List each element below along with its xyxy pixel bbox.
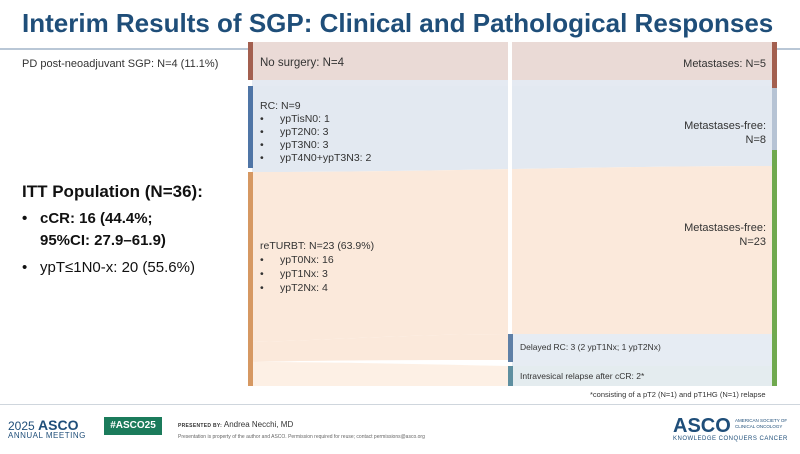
rc-item: • ypT3N0: 3 xyxy=(260,139,328,152)
itt-bullet-ypt-text: ypT≤1N0-x: 20 (55.6%) xyxy=(40,259,195,276)
node-metastases-free-rc-label: Metastases-free: xyxy=(684,120,766,132)
rc-item-text: ypT2N0: 3 xyxy=(280,126,329,138)
flow-rc-to-metastases-free xyxy=(252,86,776,172)
bullet-symbol: • xyxy=(260,254,264,266)
meeting-subtitle: ANNUAL MEETING xyxy=(8,431,86,440)
node-returbt-label: reTURBT: N=23 (63.9%) xyxy=(260,240,375,252)
flow-delayed-rc-to-metastases-free xyxy=(512,334,776,366)
column-separator xyxy=(508,42,512,386)
returbt-item: • ypT1Nx: 3 xyxy=(260,268,328,281)
returbt-item-text: ypT2Nx: 4 xyxy=(280,282,328,294)
node-metastases-label: Metastases: N=5 xyxy=(683,58,766,70)
bullet-symbol: • xyxy=(260,268,264,280)
asco-tagline: KNOWLEDGE CONQUERS CANCER xyxy=(673,436,788,442)
bar-rc xyxy=(248,86,253,168)
rc-item: • ypTisN0: 1 xyxy=(260,113,330,126)
bullet-symbol: • xyxy=(260,139,264,151)
asco-logo-side: AMERICAN SOCIETY OF CLINICAL ONCOLOGY xyxy=(735,418,787,430)
node-metastases-free-turbt-count: N=23 xyxy=(739,236,766,248)
itt-bullet-ccr-ci: 95%CI: 27.9–61.9) xyxy=(40,232,166,249)
node-delayed-rc-label: Delayed RC: 3 (2 ypT1Nx; 1 ypT2Nx) xyxy=(520,342,661,352)
bar-intravesical xyxy=(508,366,513,386)
meeting-asco: ASCO xyxy=(38,417,79,433)
bullet-symbol: • xyxy=(22,210,28,227)
meeting-year: 2025 xyxy=(8,419,35,433)
flow-no-surgery-to-metastases xyxy=(252,42,776,80)
rc-item: • ypT2N0: 3 xyxy=(260,126,328,139)
pd-label: PD post-neoadjuvant SGP: N=4 (11.1%) xyxy=(22,58,219,70)
footnote: *consisting of a pT2 (N=1) and pT1HG (N=… xyxy=(590,390,766,399)
returbt-item: • ypT0Nx: 16 xyxy=(260,254,334,267)
rc-item-text: ypTisN0: 1 xyxy=(280,113,330,125)
bar-metastases-free-turbt xyxy=(772,150,777,386)
page-title: Interim Results of SGP: Clinical and Pat… xyxy=(22,8,774,38)
rc-item-text: ypT4N0+ypT3N3: 2 xyxy=(280,152,372,164)
bar-returbt xyxy=(248,172,253,386)
hashtag-badge: #ASCO25 xyxy=(104,417,162,435)
returbt-item-text: ypT0Nx: 16 xyxy=(280,254,334,266)
bar-metastases-free-rc xyxy=(772,88,777,150)
itt-heading: ITT Population (N=36): xyxy=(22,182,203,201)
presenter-name: Andrea Necchi, MD xyxy=(223,420,294,429)
returbt-item: • ypT2Nx: 4 xyxy=(260,282,328,295)
node-metastases-free-rc-count: N=8 xyxy=(745,134,767,146)
itt-bullet-ccr-text: cCR: 16 (44.4%; xyxy=(40,210,153,227)
rc-item-text: ypT3N0: 3 xyxy=(280,139,329,151)
footer-divider xyxy=(0,404,800,405)
bar-metastases xyxy=(772,42,777,88)
itt-bullet-ccr: • cCR: 16 (44.4%; xyxy=(22,210,153,227)
asco-logo: ASCO xyxy=(673,415,731,437)
bullet-symbol: • xyxy=(260,113,264,125)
flow-returbt-to-intravesical xyxy=(252,362,508,386)
bar-no-surgery xyxy=(248,42,253,80)
node-intravesical-label: Intravesical relapse after cCR: 2* xyxy=(520,371,645,381)
presented-by: PRESENTED BY: Andrea Necchi, MD xyxy=(178,420,293,429)
node-metastases-free-turbt-label: Metastases-free: xyxy=(684,222,766,234)
flow-returbt-to-metastases-free xyxy=(252,166,776,342)
bullet-symbol: • xyxy=(260,282,264,294)
itt-bullet-ypt: • ypT≤1N0-x: 20 (55.6%) xyxy=(22,259,195,276)
asco-side-line1: AMERICAN SOCIETY OF xyxy=(735,418,788,423)
bullet-symbol: • xyxy=(260,126,264,138)
bullet-symbol: • xyxy=(22,259,28,276)
node-no-surgery-label: No surgery: N=4 xyxy=(260,57,345,69)
disclaimer: Presentation is property of the author a… xyxy=(178,434,425,440)
meeting-logo: 2025 ASCO xyxy=(8,417,79,433)
bar-delayed-rc xyxy=(508,334,513,362)
node-rc-label: RC: N=9 xyxy=(260,100,301,112)
asco-side-line2: CLINICAL ONCOLOGY xyxy=(735,424,783,429)
bullet-symbol: • xyxy=(260,152,264,164)
flow-intravesical-end xyxy=(512,366,776,386)
returbt-item-text: ypT1Nx: 3 xyxy=(280,268,328,280)
rc-item: • ypT4N0+ypT3N3: 2 xyxy=(260,152,371,165)
flow-gap xyxy=(252,80,776,86)
flow-returbt-to-delayed-rc xyxy=(252,334,508,362)
presented-by-label: PRESENTED BY: xyxy=(178,423,223,429)
